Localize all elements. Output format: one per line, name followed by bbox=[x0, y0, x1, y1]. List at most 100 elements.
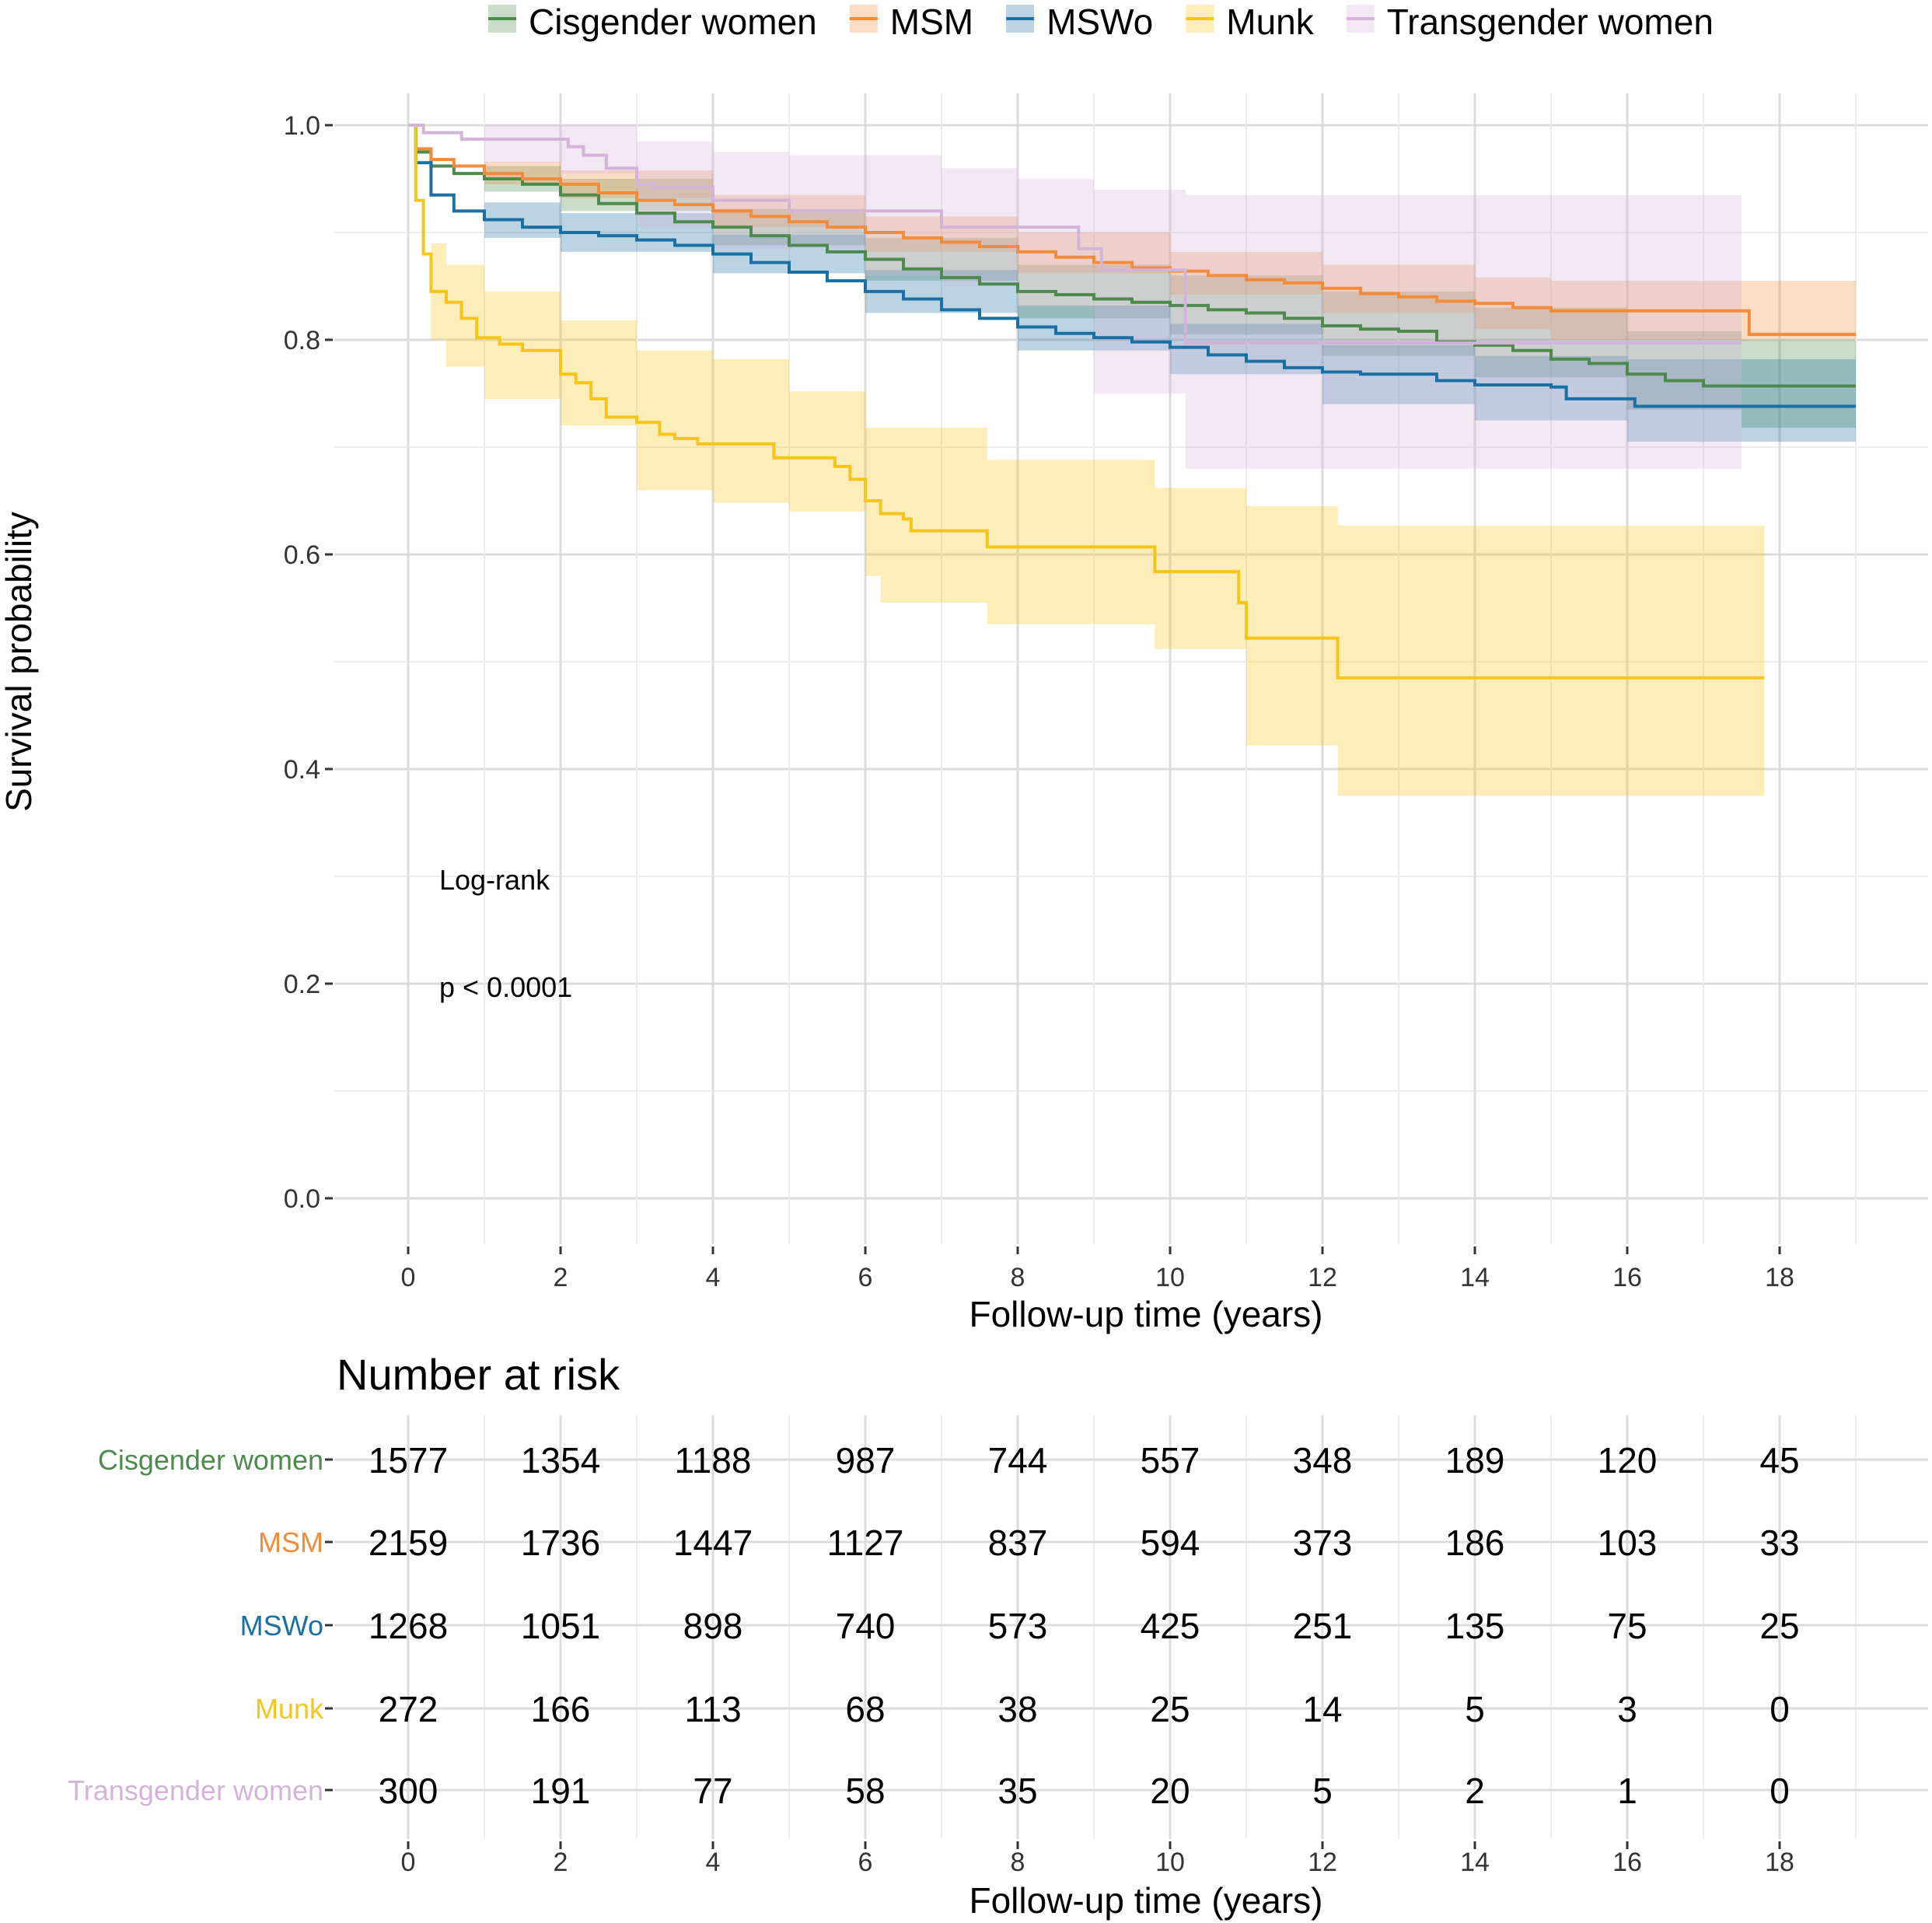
y-tick-label: 1.0 bbox=[284, 111, 320, 141]
x-tick-label: 0 bbox=[401, 1263, 416, 1292]
legend-item: Munk bbox=[1186, 2, 1315, 42]
y-tick-label: 0.8 bbox=[284, 326, 320, 355]
risk-cell: 557 bbox=[1141, 1440, 1200, 1481]
survival-curve bbox=[408, 124, 1856, 388]
legend-label: MSM bbox=[890, 2, 973, 42]
risk-cell: 25 bbox=[1150, 1689, 1190, 1729]
risk-cell: 1051 bbox=[521, 1606, 600, 1646]
risk-x-tick-label: 14 bbox=[1460, 1848, 1490, 1877]
risk-cell: 1188 bbox=[675, 1440, 752, 1481]
risk-x-tick-label: 16 bbox=[1612, 1848, 1642, 1877]
confidence-bands bbox=[408, 125, 1856, 796]
x-tick-label: 16 bbox=[1612, 1263, 1642, 1292]
risk-cell: 300 bbox=[379, 1771, 438, 1811]
risk-cell: 898 bbox=[683, 1606, 743, 1646]
risk-cell: 33 bbox=[1759, 1523, 1799, 1563]
risk-cell: 25 bbox=[1759, 1606, 1799, 1646]
survival-curve bbox=[408, 124, 1856, 337]
confidence-band bbox=[408, 125, 1856, 340]
risk-cell: 1 bbox=[1617, 1771, 1637, 1811]
risk-cell: 251 bbox=[1293, 1606, 1353, 1646]
risk-cell: 45 bbox=[1759, 1440, 1799, 1481]
risk-x-tick-label: 10 bbox=[1155, 1848, 1185, 1877]
risk-cell: 0 bbox=[1770, 1689, 1790, 1729]
legend-item: Transgender women bbox=[1346, 2, 1714, 42]
risk-cell: 272 bbox=[379, 1689, 438, 1729]
risk-cell: 740 bbox=[836, 1606, 896, 1646]
risk-table-title: Number at risk bbox=[337, 1350, 620, 1399]
x-axis-title: Follow-up time (years) bbox=[969, 1294, 1323, 1334]
risk-cell: 113 bbox=[684, 1689, 741, 1729]
risk-cell: 3 bbox=[1617, 1689, 1637, 1729]
risk-x-tick-label: 18 bbox=[1765, 1848, 1794, 1877]
risk-row: Cisgender women 1577 1354 1188 987 744 557 348 1… bbox=[98, 1440, 1800, 1481]
x-tick-label: 6 bbox=[858, 1263, 873, 1292]
risk-cell: 77 bbox=[693, 1771, 732, 1811]
p-value-label: p < 0.0001 bbox=[439, 971, 572, 1003]
legend: Cisgender women MSM MSWo Munk Transgender wo… bbox=[488, 2, 1714, 42]
risk-cell: 189 bbox=[1445, 1440, 1505, 1481]
y-axis-title: Survival probability bbox=[0, 512, 39, 812]
risk-cell: 1268 bbox=[369, 1606, 448, 1646]
risk-cell: 594 bbox=[1141, 1523, 1200, 1563]
risk-row-label: MSWo bbox=[240, 1610, 323, 1642]
risk-cell: 186 bbox=[1445, 1523, 1505, 1563]
risk-row-label: MSM bbox=[258, 1526, 323, 1558]
risk-row-label: Transgender women bbox=[68, 1774, 323, 1806]
risk-cell: 120 bbox=[1598, 1440, 1658, 1481]
risk-x-tick-label: 4 bbox=[706, 1848, 721, 1877]
risk-cell: 2159 bbox=[369, 1523, 448, 1563]
risk-row-label: Munk bbox=[255, 1693, 324, 1725]
risk-cell: 135 bbox=[1445, 1606, 1505, 1646]
risk-cell: 1736 bbox=[521, 1523, 600, 1563]
x-tick-label: 4 bbox=[706, 1263, 721, 1292]
survival-curve bbox=[408, 124, 1765, 680]
risk-cell: 191 bbox=[531, 1771, 591, 1811]
risk-cell: 1447 bbox=[673, 1523, 753, 1563]
risk-x-axis-title: Follow-up time (years) bbox=[969, 1880, 1323, 1921]
x-tick-label: 14 bbox=[1460, 1263, 1490, 1292]
risk-cell: 987 bbox=[836, 1440, 896, 1481]
risk-cell: 103 bbox=[1598, 1523, 1658, 1563]
risk-cell: 14 bbox=[1302, 1689, 1342, 1729]
risk-x-tick-label: 6 bbox=[858, 1848, 873, 1877]
y-axis: 0.0 0.2 0.4 0.6 0.8 1.0 bbox=[284, 111, 333, 1214]
risk-table: Cisgender women 1577 1354 1188 987 744 557 348 1… bbox=[68, 1440, 1799, 1811]
risk-cell: 68 bbox=[845, 1689, 885, 1729]
risk-cell: 425 bbox=[1141, 1606, 1200, 1646]
risk-table-x-axis: 0 2 4 6 8 10 12 14 16 18 bbox=[401, 1841, 1794, 1877]
y-tick-label: 0.4 bbox=[284, 755, 320, 785]
risk-cell: 0 bbox=[1770, 1771, 1790, 1811]
risk-cell: 35 bbox=[997, 1771, 1037, 1811]
risk-row-label: Cisgender women bbox=[98, 1444, 323, 1476]
risk-cell: 5 bbox=[1465, 1689, 1485, 1729]
risk-cell: 166 bbox=[531, 1689, 591, 1729]
risk-x-tick-label: 0 bbox=[401, 1848, 416, 1877]
risk-cell: 75 bbox=[1607, 1606, 1647, 1646]
risk-cell: 1127 bbox=[827, 1523, 904, 1563]
plot-grid bbox=[334, 93, 1928, 1244]
survival-curve bbox=[408, 124, 1856, 408]
x-tick-label: 18 bbox=[1765, 1263, 1794, 1292]
legend-item: MSM bbox=[849, 2, 973, 42]
y-tick-label: 0.2 bbox=[284, 970, 320, 999]
legend-label: Transgender women bbox=[1387, 2, 1714, 42]
legend-item: Cisgender women bbox=[488, 2, 817, 42]
risk-x-tick-label: 8 bbox=[1011, 1848, 1025, 1877]
legend-item: MSWo bbox=[1006, 2, 1153, 42]
y-tick-label: 0.0 bbox=[284, 1184, 320, 1214]
x-tick-label: 8 bbox=[1011, 1263, 1025, 1292]
legend-label: MSWo bbox=[1046, 2, 1153, 42]
risk-cell: 5 bbox=[1312, 1771, 1333, 1811]
risk-table-grid bbox=[334, 1415, 1928, 1839]
survival-curves bbox=[408, 124, 1856, 680]
x-axis: 0 2 4 6 8 10 12 14 16 18 bbox=[401, 1246, 1794, 1292]
x-tick-label: 10 bbox=[1155, 1263, 1185, 1292]
risk-row: MSWo 1268 1051 898 740 573 425 251 135 75 25 bbox=[240, 1606, 1800, 1646]
x-tick-label: 12 bbox=[1308, 1263, 1337, 1292]
risk-cell: 573 bbox=[988, 1606, 1048, 1646]
risk-cell: 1354 bbox=[521, 1440, 600, 1481]
x-tick-label: 2 bbox=[554, 1263, 568, 1292]
risk-x-tick-label: 12 bbox=[1308, 1848, 1337, 1877]
